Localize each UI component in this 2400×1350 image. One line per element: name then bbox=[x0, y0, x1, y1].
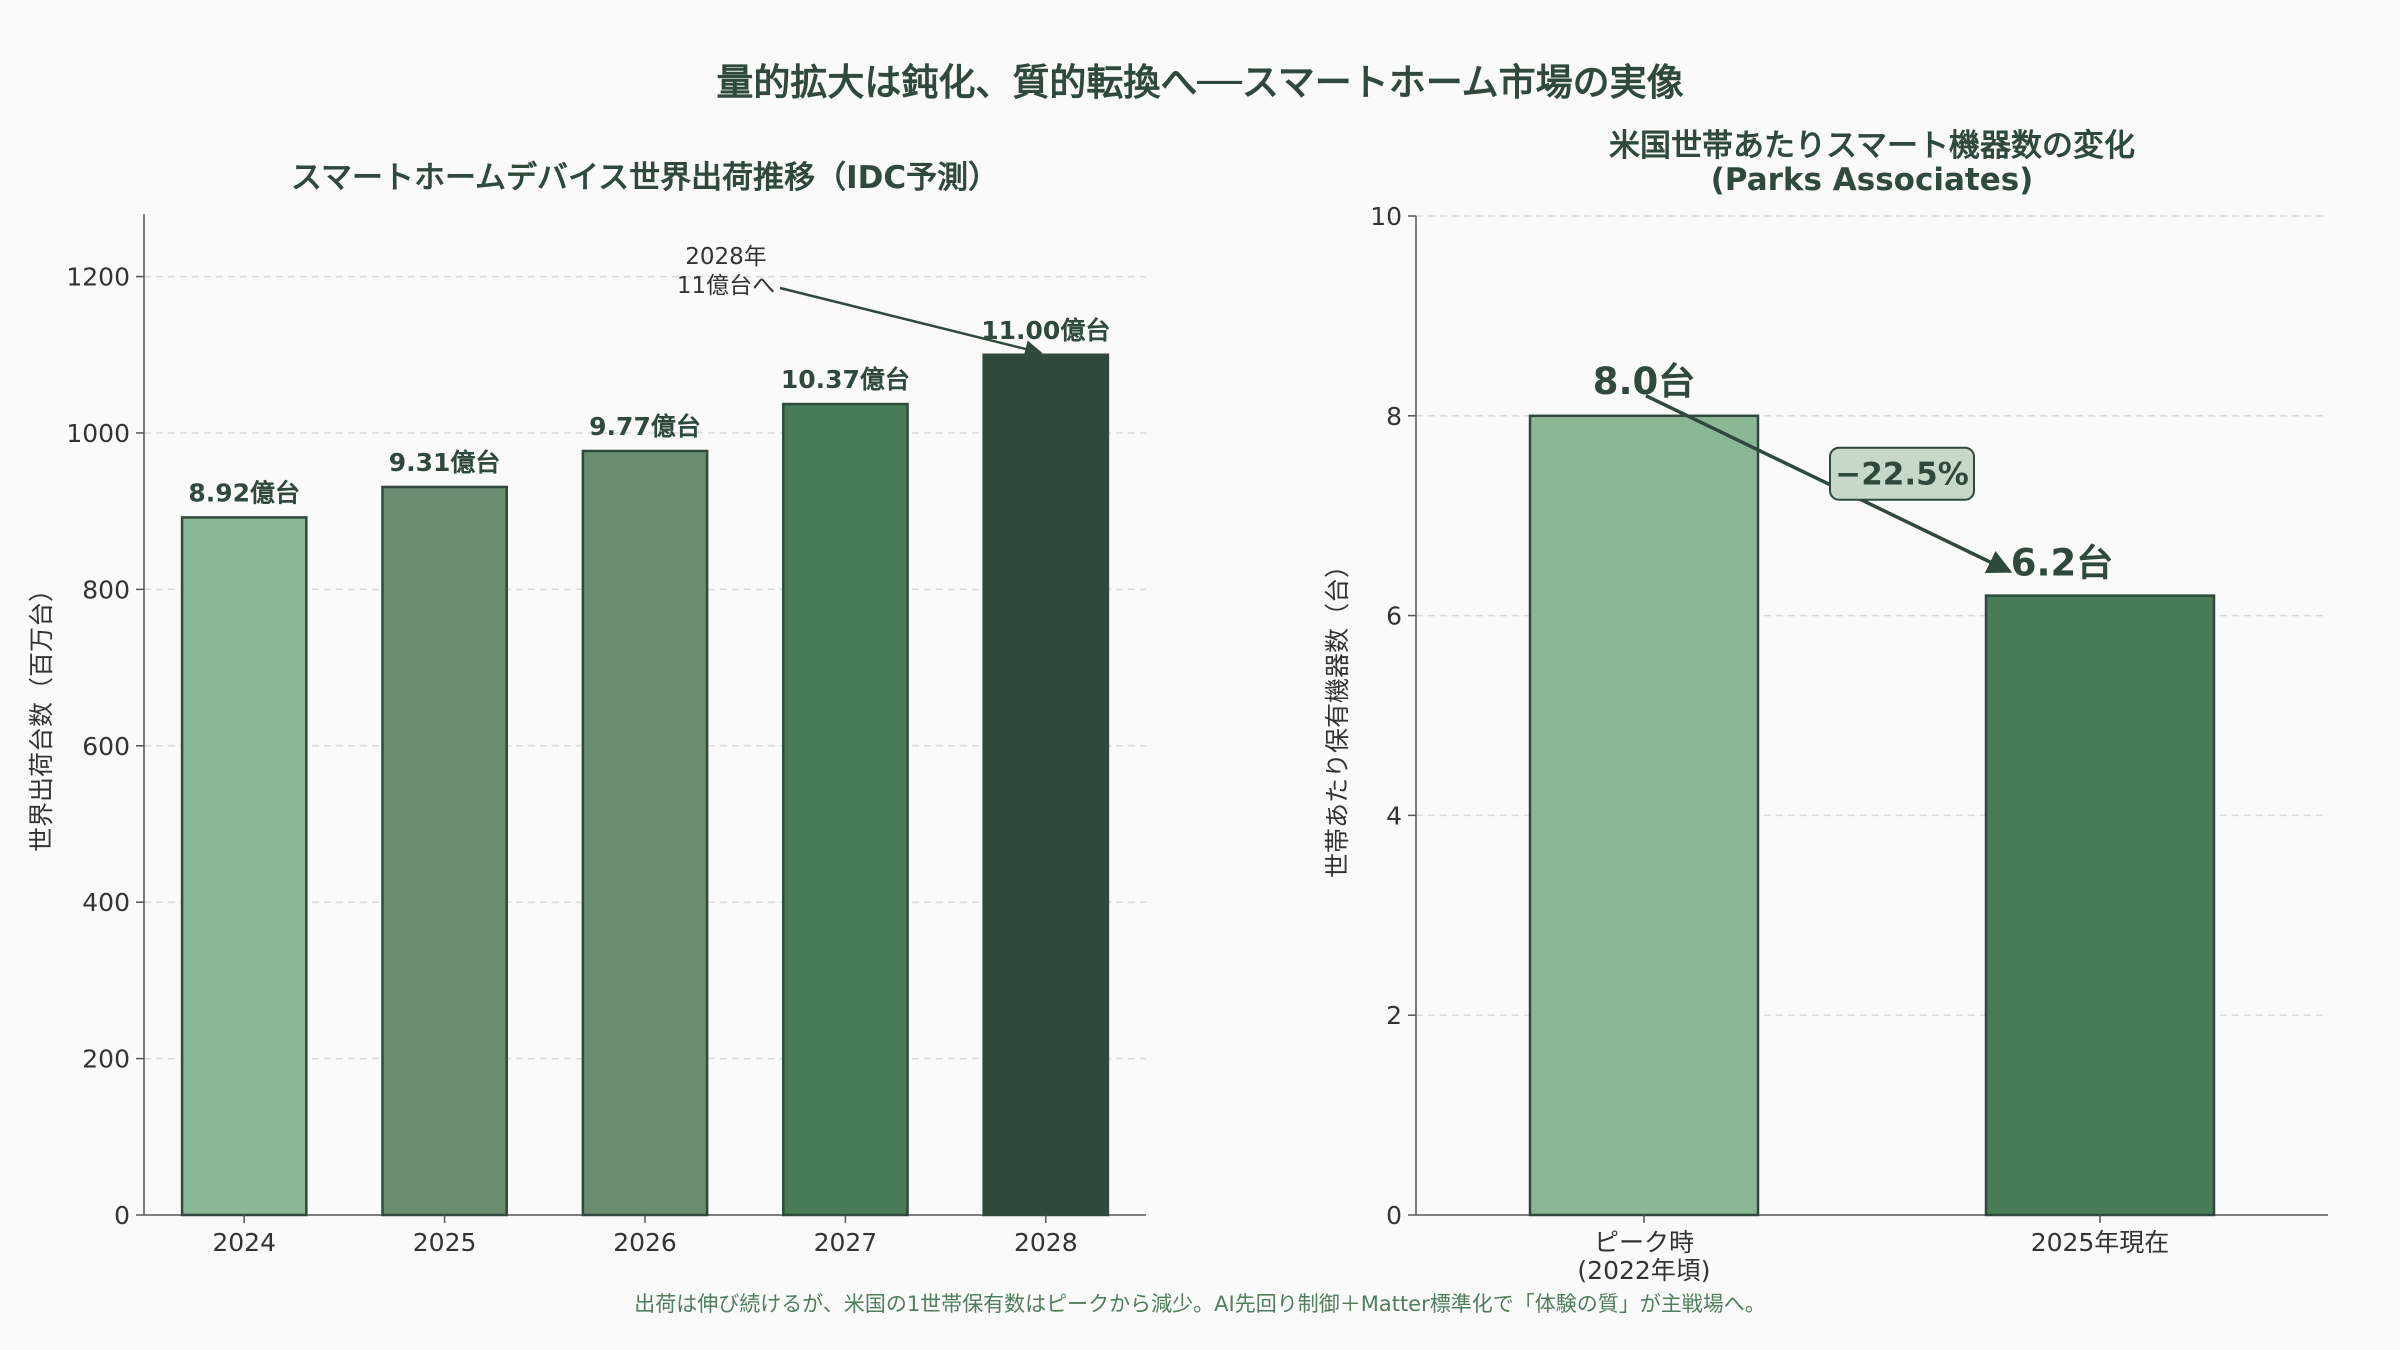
x-tick-label: ピーク時(2022年頃) bbox=[1577, 1228, 1710, 1285]
y-axis-label: 世帯あたり保有機器数（台） bbox=[1323, 553, 1352, 878]
x-tick-label: 2025年現在 bbox=[2031, 1228, 2170, 1257]
chart-title: スマートホームデバイス世界出荷推移（IDC予測） bbox=[291, 160, 999, 196]
change-badge bbox=[1829, 446, 1975, 501]
y-tick-label: 1000 bbox=[66, 419, 130, 448]
bar bbox=[581, 449, 709, 1217]
y-tick-label: 8 bbox=[1386, 402, 1402, 431]
change-arrow bbox=[1645, 394, 2013, 574]
chart-title: 米国世帯あたりスマート機器数の変化 bbox=[1609, 128, 2135, 164]
y-tick-label: 600 bbox=[82, 732, 130, 761]
bar bbox=[381, 485, 508, 1217]
x-tick-label: 2027 bbox=[814, 1228, 878, 1257]
y-tick-label: 6 bbox=[1386, 602, 1402, 631]
data-label: 10.37億台 bbox=[781, 365, 910, 394]
y-tick-label: 0 bbox=[114, 1201, 130, 1230]
x-tick-label: 2028 bbox=[1014, 1228, 1078, 1257]
y-axis-label: 世界出荷台数（百万台） bbox=[27, 577, 56, 852]
shipments-chart: 0 200 400 600 800 1000 1200 2024 2025 2026 2027 202… bbox=[27, 160, 1146, 1257]
y-tick-label: 0 bbox=[1386, 1201, 1402, 1230]
chart-subtitle: (Parks Associates) bbox=[1711, 162, 2034, 198]
y-tick-label: 800 bbox=[82, 575, 130, 604]
y-tick-label: 1200 bbox=[66, 263, 130, 292]
data-label: 9.77億台 bbox=[589, 412, 701, 441]
data-label: 8.0台 bbox=[1593, 360, 1696, 403]
y-tick-label: 10 bbox=[1370, 202, 1402, 231]
figure-title: 量的拡大は鈍化、質的転換へ──スマートホーム市場の実像 bbox=[716, 61, 1684, 104]
data-label: 9.31億台 bbox=[389, 448, 501, 477]
change-label: −22.5% bbox=[1835, 457, 1969, 493]
annotation-arrow bbox=[779, 286, 1043, 358]
bar bbox=[1528, 414, 1760, 1217]
data-label: 11.00億台 bbox=[981, 316, 1110, 345]
data-label: 6.2台 bbox=[2011, 542, 2114, 585]
bar bbox=[1984, 594, 2216, 1217]
y-tick-label: 200 bbox=[82, 1045, 130, 1074]
x-tick-label: 2024 bbox=[212, 1228, 276, 1257]
y-tick-label: 400 bbox=[82, 888, 130, 917]
x-tick-label: 2025 bbox=[413, 1228, 477, 1257]
bar bbox=[180, 516, 308, 1217]
y-tick-label: 4 bbox=[1386, 801, 1402, 830]
x-tick-label: 2026 bbox=[613, 1228, 677, 1257]
data-label: 8.92億台 bbox=[188, 478, 300, 507]
annotation-text: 2028年 11億台へ bbox=[677, 244, 775, 299]
devices-per-household-chart: 0 2 4 6 8 10 ピーク時(2022年頃) 2025年現在 世帯あたり保有機器数（台） 米… bbox=[1323, 128, 2328, 1285]
bar bbox=[982, 353, 1110, 1217]
y-tick-label: 2 bbox=[1386, 1001, 1402, 1030]
footnote: 出荷は伸び続けるが、米国の1世帯保有数はピークから減少。AI先回り制御＋Matt… bbox=[634, 1292, 1766, 1316]
bar bbox=[782, 402, 909, 1217]
